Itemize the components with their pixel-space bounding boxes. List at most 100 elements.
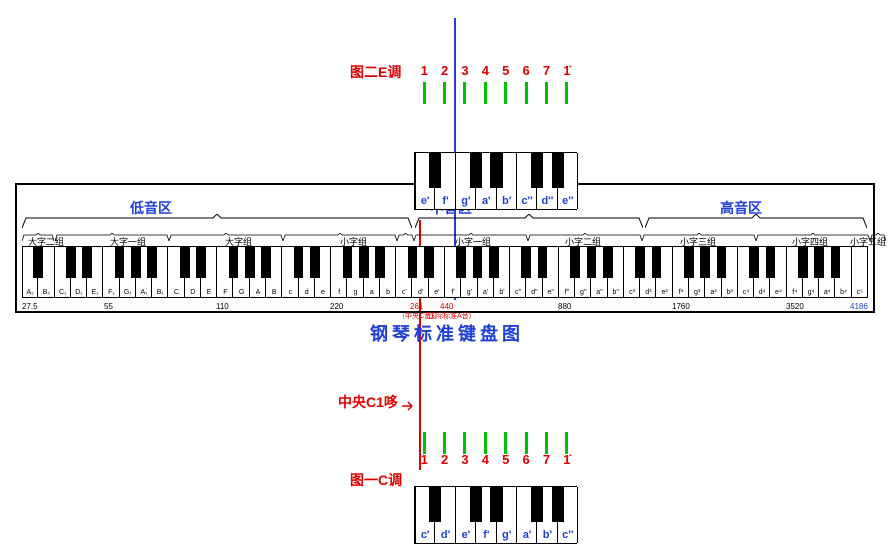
main-black-key-44 [749, 247, 759, 278]
top-detail-green-marker-0 [423, 82, 426, 104]
zone-brace-1 [415, 214, 643, 228]
main-white-key-label-44: c⁴ [738, 289, 754, 296]
top-detail-white-key-label-3: a' [476, 196, 496, 207]
main-white-key-label-10: D [185, 289, 201, 296]
main-black-key-24 [424, 247, 434, 278]
group-brace-3 [283, 228, 397, 236]
freq-label-0: 27.5 [22, 302, 38, 311]
main-white-key-label-27: g' [461, 289, 477, 296]
main-white-key-label-2: C₁ [55, 289, 71, 296]
top-detail-white-key-label-5: c'' [517, 196, 537, 207]
top-detail-keyboard: e'f'g'a'b'c''d''e'' [414, 152, 577, 210]
main-white-key-label-17: d [299, 289, 315, 296]
main-white-key-label-48: g⁴ [803, 289, 819, 296]
freq-label-2: 110 [216, 302, 229, 311]
main-white-key-label-51: c⁵ [852, 289, 868, 296]
main-white-key-label-14: A [250, 289, 266, 296]
main-white-key-label-3: D₁ [71, 289, 87, 296]
main-white-key-label-13: G [234, 289, 250, 296]
main-black-key-7 [147, 247, 157, 278]
main-white-key-label-21: a [364, 289, 380, 296]
top-detail-green-marker-7 [565, 82, 568, 104]
top-detail-green-marker-5 [525, 82, 528, 104]
bottom-detail-keyboard: c'd'e'f'g'a'b'c'' [414, 486, 577, 544]
main-black-key-10 [196, 247, 206, 278]
main-black-key-19 [343, 247, 353, 278]
bottom-detail-white-key-label-3: f' [476, 530, 496, 541]
main-white-key-label-42: a³ [705, 289, 721, 296]
bottom-detail-green-marker-5 [525, 432, 528, 454]
freq-label-3: 220 [330, 302, 343, 311]
main-white-key-label-8: B₁ [152, 289, 168, 296]
main-white-key-label-35: a'' [591, 289, 607, 296]
group-brace-1 [55, 228, 169, 236]
main-white-key-label-20: g [347, 289, 363, 296]
bottom-detail-white-key-label-1: d' [435, 530, 455, 541]
main-black-key-21 [375, 247, 385, 278]
main-black-key-33 [570, 247, 580, 278]
main-black-key-49 [831, 247, 841, 278]
top-detail-black-key-6 [552, 153, 564, 188]
bottom-detail-scale-num-1: 2 [434, 452, 454, 467]
main-white-key-label-40: f³ [673, 289, 689, 296]
main-white-key-label-11: E [201, 289, 217, 296]
top-detail-scale-num-4: 5 [496, 63, 516, 78]
main-black-key-40 [684, 247, 694, 278]
top-detail-green-marker-1 [443, 82, 446, 104]
main-black-key-23 [408, 247, 418, 278]
group-brace-2 [169, 228, 283, 236]
freq-label-5: 1760 [672, 302, 690, 311]
main-white-key-label-41: g³ [689, 289, 705, 296]
main-white-key-label-31: d'' [526, 289, 542, 296]
bottom-detail-green-marker-3 [484, 432, 487, 454]
main-white-key-label-15: B [266, 289, 282, 296]
bottom-detail-black-key-6 [552, 487, 564, 522]
bottom-detail-green-marker-0 [423, 432, 426, 454]
bottom-detail-white-key-label-0: c' [415, 530, 435, 541]
top-detail-white-key-label-7: e'' [558, 196, 578, 207]
main-black-key-48 [814, 247, 824, 278]
bottom-detail-black-key-2 [470, 487, 482, 522]
main-white-key-label-9: C [168, 289, 184, 296]
main-black-key-12 [229, 247, 239, 278]
main-black-key-37 [635, 247, 645, 278]
freq-4186: 4186 [850, 302, 868, 311]
main-white-key-label-30: c'' [510, 289, 526, 296]
top-detail-white-key-label-1: f' [435, 196, 455, 207]
main-white-key-label-22: b [380, 289, 396, 296]
middle-c-arrow-icon [402, 398, 416, 408]
main-white-key-label-5: F₁ [103, 289, 119, 296]
top-detail-black-key-3 [490, 153, 502, 188]
main-black-key-42 [717, 247, 727, 278]
group-brace-0 [22, 228, 54, 236]
main-black-key-16 [294, 247, 304, 278]
main-white-key-label-36: b'' [608, 289, 624, 296]
top-detail-white-key-label-2: g' [456, 196, 476, 207]
zone-brace-2 [645, 214, 867, 228]
main-black-key-26 [456, 247, 466, 278]
bottom-detail-green-marker-2 [463, 432, 466, 454]
bottom-detail-black-key-0 [429, 487, 441, 522]
bottom-detail-title: 图一C调 [350, 470, 402, 490]
main-white-key-label-23: c' [396, 289, 412, 296]
main-white-key-label-6: G₁ [120, 289, 136, 296]
main-white-key-label-38: d³ [640, 289, 656, 296]
top-detail-white-key-label-4: b' [497, 196, 517, 207]
top-detail-white-key-label-0: e' [415, 196, 435, 207]
main-black-key-0 [33, 247, 43, 278]
main-black-key-34 [587, 247, 597, 278]
group-brace-4 [397, 228, 414, 236]
bottom-detail-scale-num-3: 4 [475, 452, 495, 467]
top-detail-title: 图二E调 [350, 62, 401, 82]
main-white-key-label-45: d⁴ [754, 289, 770, 296]
top-detail-green-marker-3 [484, 82, 487, 104]
bottom-detail-scale-num-4: 5 [496, 452, 516, 467]
top-detail-green-marker-6 [545, 82, 548, 104]
main-black-key-30 [521, 247, 531, 278]
freq-440: 440 [440, 302, 453, 311]
top-detail-green-marker-2 [463, 82, 466, 104]
bottom-detail-scale-num-7: 1̇ [557, 452, 577, 467]
main-black-key-45 [766, 247, 776, 278]
main-keyboard: A₂B₂C₁D₁E₁F₁G₁A₁B₁CDEFGABcdefgabc'd'e'f'… [22, 246, 868, 298]
main-white-key-label-29: b' [494, 289, 510, 296]
